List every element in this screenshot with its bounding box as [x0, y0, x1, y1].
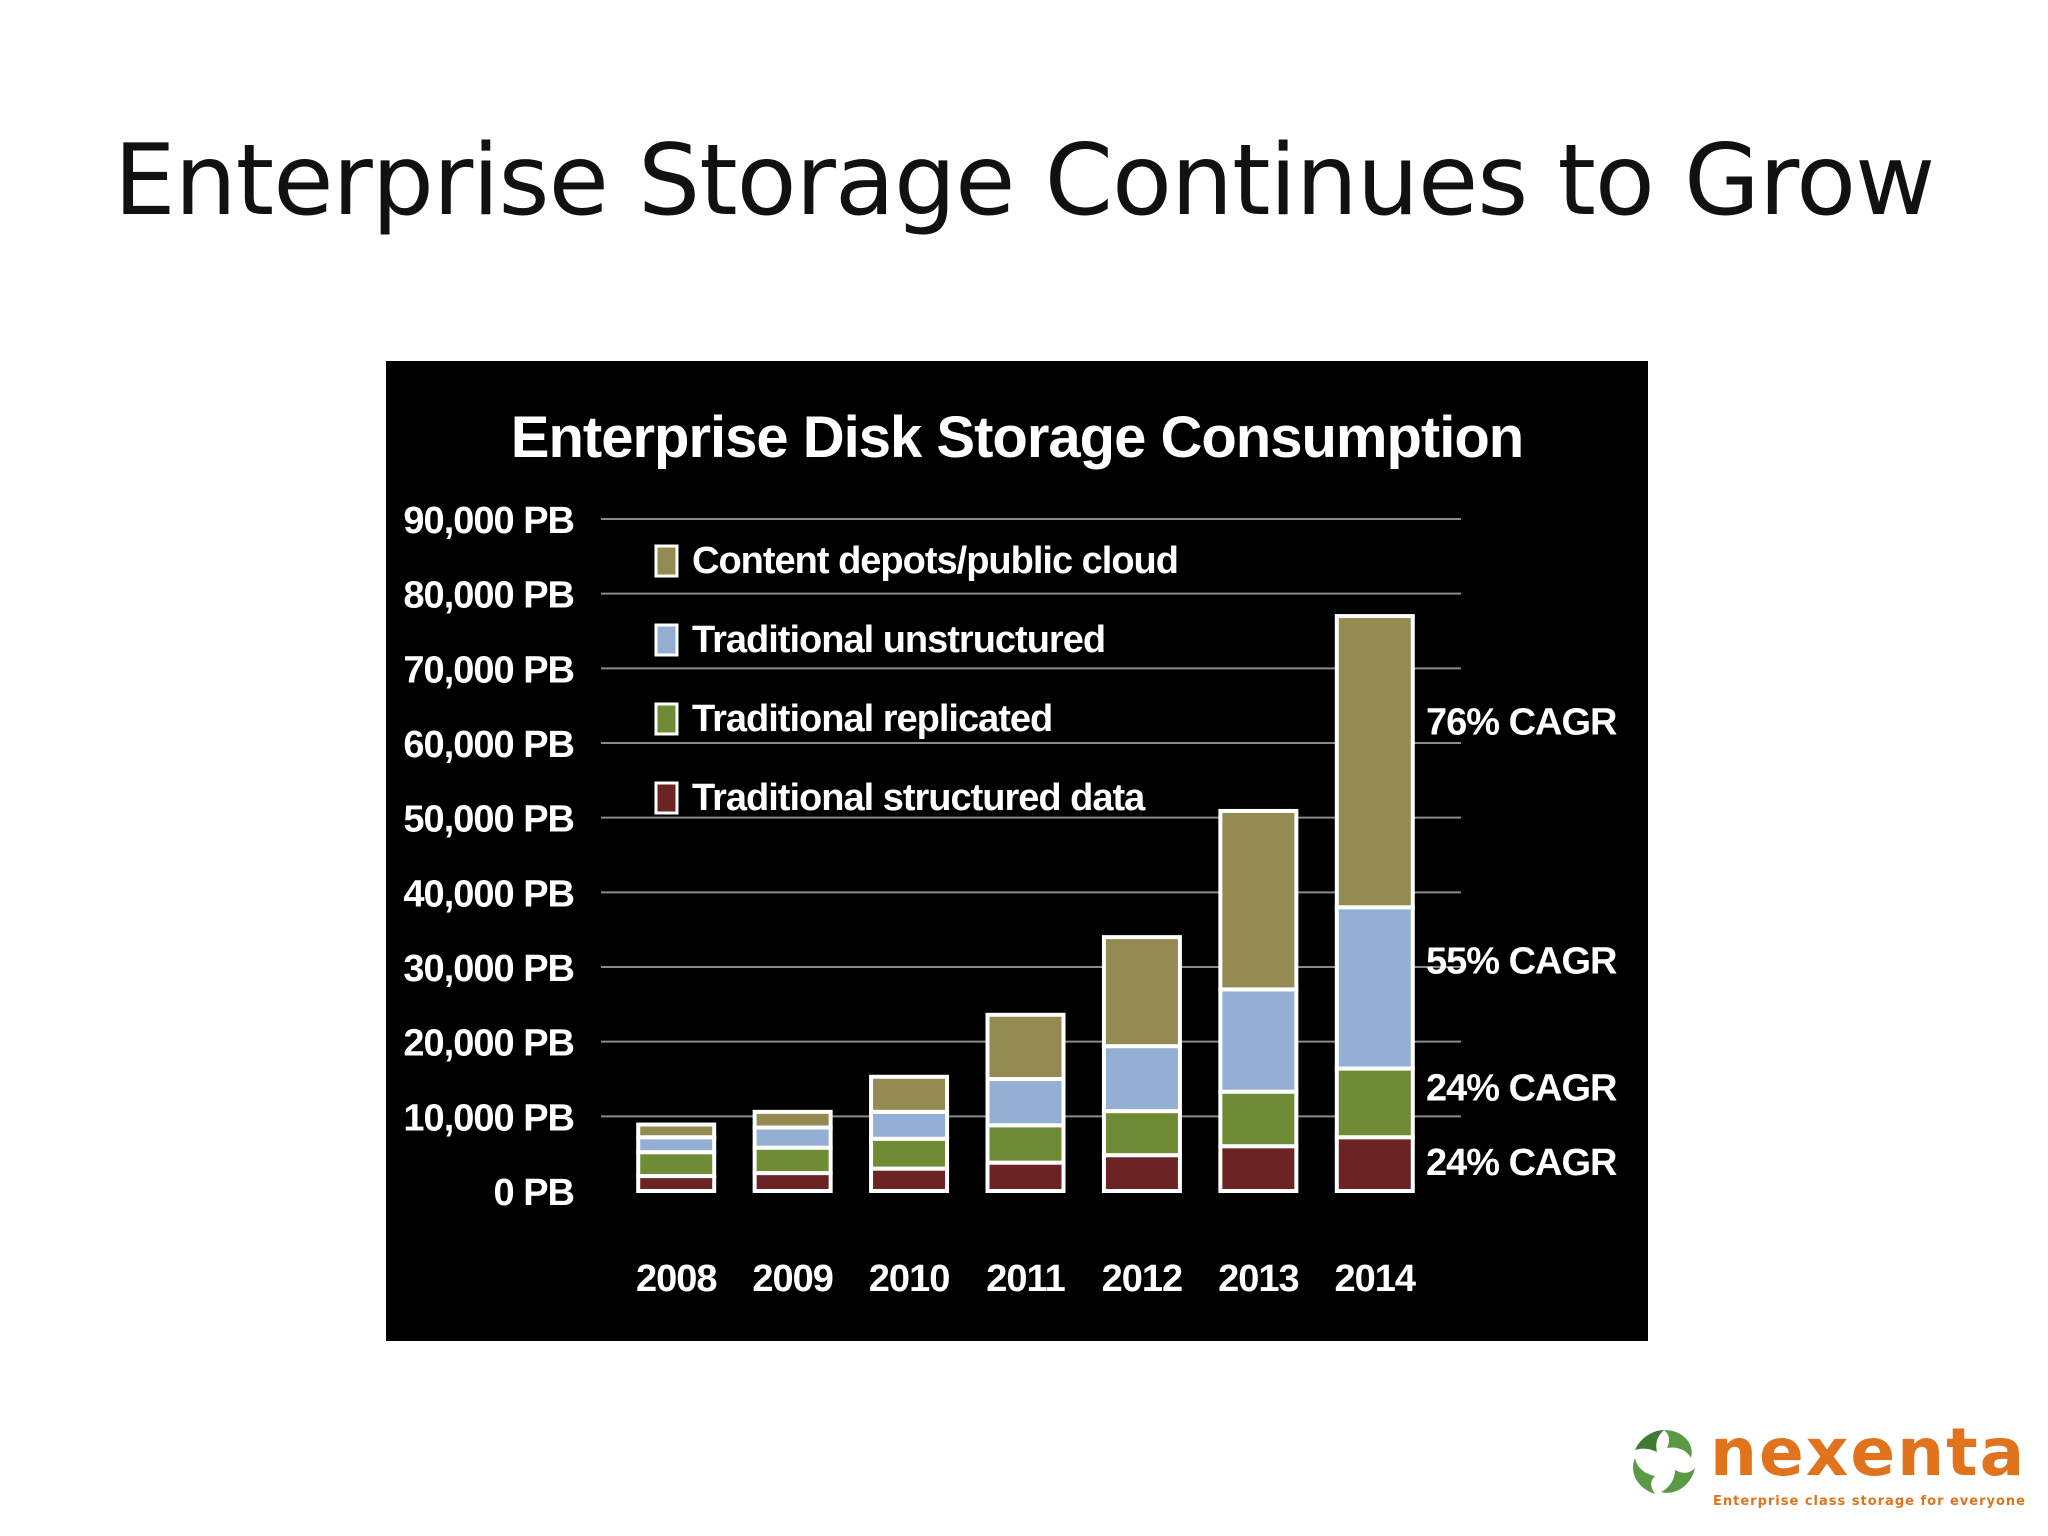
y-tick-label: 30,000 PB — [403, 948, 574, 990]
y-tick-label: 60,000 PB — [403, 724, 574, 766]
y-tick-label: 10,000 PB — [403, 1097, 574, 1139]
y-tick-label: 0 PB — [494, 1172, 574, 1214]
bar-segment — [985, 1077, 1066, 1128]
bar-segment — [985, 1123, 1066, 1165]
bar-segment — [869, 1074, 950, 1114]
bar-segment — [752, 1109, 833, 1130]
y-tick-label: 50,000 PB — [403, 799, 574, 841]
y-tick-label: 70,000 PB — [403, 649, 574, 691]
x-tick-label: 2009 — [752, 1258, 833, 1300]
bar-segment — [1334, 1066, 1415, 1140]
bar-segment — [752, 1125, 833, 1150]
bar-segment — [1218, 808, 1299, 992]
chart-title: Enterprise Disk Storage Consumption — [511, 405, 1523, 470]
bar-segment — [1218, 1089, 1299, 1149]
cagr-annotation: 24% CAGR — [1426, 1067, 1617, 1109]
bar-segment — [1334, 1135, 1415, 1193]
bar-segment — [985, 1160, 1066, 1193]
y-tick-label: 40,000 PB — [403, 873, 574, 915]
cagr-annotation: 24% CAGR — [1426, 1142, 1617, 1184]
cagr-annotation: 55% CAGR — [1426, 941, 1617, 983]
bar-segment — [636, 1122, 717, 1140]
legend-label: Traditional replicated — [692, 698, 1052, 740]
nexenta-logo: nexenta Enterprise class storage for eve… — [1625, 1414, 2035, 1520]
legend-swatch — [654, 781, 679, 815]
nexenta-swirl-icon — [1633, 1430, 1695, 1494]
bar-segment — [636, 1174, 717, 1193]
y-tick-label: 90,000 PB — [403, 500, 574, 542]
legend-swatch — [654, 623, 679, 657]
legend-label: Traditional structured data — [692, 777, 1146, 819]
logo-wordmark: nexenta — [1710, 1414, 2027, 1491]
x-tick-label: 2011 — [986, 1258, 1065, 1300]
x-tick-label: 2008 — [636, 1258, 717, 1300]
bar-segment — [752, 1145, 833, 1176]
x-tick-label: 2010 — [869, 1258, 950, 1300]
stacked-bar-chart: Enterprise Disk Storage Consumption 0 PB 1… — [403, 405, 1618, 1300]
bar-segment — [636, 1135, 717, 1155]
bar-segment — [1334, 614, 1415, 910]
chart-panel: Enterprise Disk Storage Consumption 0 PB 1… — [386, 361, 1648, 1341]
bar-segment — [1101, 1044, 1182, 1114]
x-tick-label: 2014 — [1335, 1258, 1416, 1300]
bar-segment — [752, 1171, 833, 1194]
legend-swatch — [654, 702, 679, 736]
bar-segment — [985, 1012, 1066, 1082]
logo-tagline: Enterprise class storage for everyone — [1713, 1494, 2027, 1509]
bar-segment — [1101, 935, 1182, 1049]
bar-segment — [1218, 1144, 1299, 1194]
slide-title: Enterprise Storage Continues to Grow — [113, 124, 1935, 238]
legend-swatch — [654, 544, 679, 578]
bar-segment — [869, 1136, 950, 1171]
bar-segment — [1101, 1153, 1182, 1193]
bar-segment — [1101, 1109, 1182, 1158]
bar-segment — [869, 1109, 950, 1141]
bar-segment — [1334, 905, 1415, 1071]
legend-label: Content depots/public cloud — [692, 540, 1178, 582]
x-tick-label: 2013 — [1218, 1258, 1299, 1300]
cagr-annotation: 76% CAGR — [1426, 702, 1617, 744]
bar-segment — [636, 1150, 717, 1179]
legend-label: Traditional unstructured — [692, 619, 1105, 661]
x-tick-label: 2012 — [1102, 1258, 1183, 1300]
bar-segment — [869, 1166, 950, 1193]
y-tick-label: 80,000 PB — [403, 575, 574, 617]
bar-segment — [1218, 987, 1299, 1094]
y-tick-label: 20,000 PB — [403, 1023, 574, 1065]
